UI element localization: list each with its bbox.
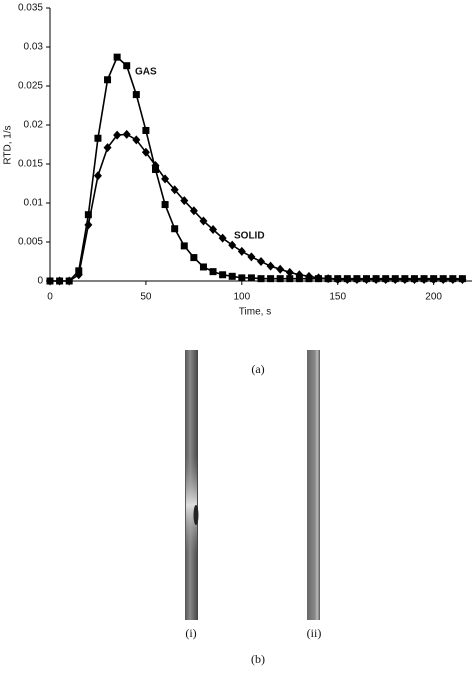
data-point [219,271,227,279]
data-point [161,201,169,209]
data-point [420,274,429,284]
data-point [343,274,352,284]
annotation: GAS [135,67,157,78]
data-point [286,275,294,283]
data-line [50,133,463,282]
data-point [267,275,275,283]
data-point [247,274,255,282]
y-axis-label: RTD, 1/s [3,125,14,164]
data-point [123,62,131,70]
data-point [257,275,265,283]
y-tick-label: 0.015 [18,159,43,170]
data-point [199,263,207,271]
data-point [113,53,121,61]
data-point [237,246,246,256]
data-point [142,126,150,134]
data-point [103,143,112,153]
caption: (ii) [307,626,322,640]
data-point [132,91,140,99]
data-point [170,185,179,195]
x-tick-label: 0 [47,292,53,303]
x-tick-label: 150 [329,292,346,303]
data-point [180,242,188,250]
data-point [151,161,160,171]
data-point [238,274,246,282]
bubble-shadow [193,505,199,525]
data-point [209,225,218,235]
data-point [113,130,122,140]
data-point [266,261,275,271]
caption: (i) [185,626,196,640]
data-point [104,76,112,84]
data-point [276,264,285,274]
data-point [141,147,150,157]
data-point [257,257,265,266]
x-tick-label: 200 [425,292,442,303]
y-tick-label: 0.01 [24,198,44,209]
data-point [285,267,294,277]
data-point [352,274,361,284]
data-point [439,274,448,284]
data-point [228,272,236,280]
plot: 0 0.005 0.01 0.015 0.02 0.025 0.03 0.035 0 50 100 1… [3,3,472,318]
data-point [276,275,284,283]
y-tick-label: 0.02 [24,120,44,131]
data-point [161,174,170,184]
annotation: SOLID [234,231,265,242]
data-point [84,211,92,219]
data-point [218,233,227,243]
data-point [93,171,102,181]
data-point [74,270,83,280]
data-point [65,276,74,286]
data-point [400,274,409,284]
data-point [314,273,323,283]
data-point [199,216,208,226]
data-point [391,274,400,284]
x-axis-label: Time, s [239,307,271,318]
caption: (a) [251,362,264,376]
data-point [362,274,371,284]
data-point [94,134,102,142]
tube-image [307,350,320,620]
x-tick-label: 100 [233,292,250,303]
data-point [247,252,256,262]
data-point [180,196,189,206]
data-point [84,220,93,230]
caption: (b) [251,652,265,666]
data-point [448,274,457,284]
y-tick-label: 0.005 [18,237,43,248]
data-point [190,254,198,262]
data-point [228,240,237,250]
y-tick-label: 0.035 [18,3,43,14]
x-tick-label: 50 [140,292,152,303]
data-point [55,276,64,286]
data-point [324,274,333,284]
data-point [429,274,438,284]
y-tick-label: 0.025 [18,81,43,92]
data-point [333,274,342,284]
data-point [410,274,419,284]
data-point [458,274,467,284]
data-point [372,274,381,284]
data-point [189,206,198,216]
data-line [50,55,463,282]
data-point [381,274,390,284]
data-point [46,276,54,286]
data-point [304,271,313,281]
bubble [186,455,197,555]
data-point [132,135,141,145]
data-point [209,268,217,276]
y-tick-label: 0 [37,276,43,287]
y-tick-label: 0.03 [24,42,44,53]
data-point [122,129,131,139]
data-point [295,270,304,280]
data-point [171,225,179,233]
